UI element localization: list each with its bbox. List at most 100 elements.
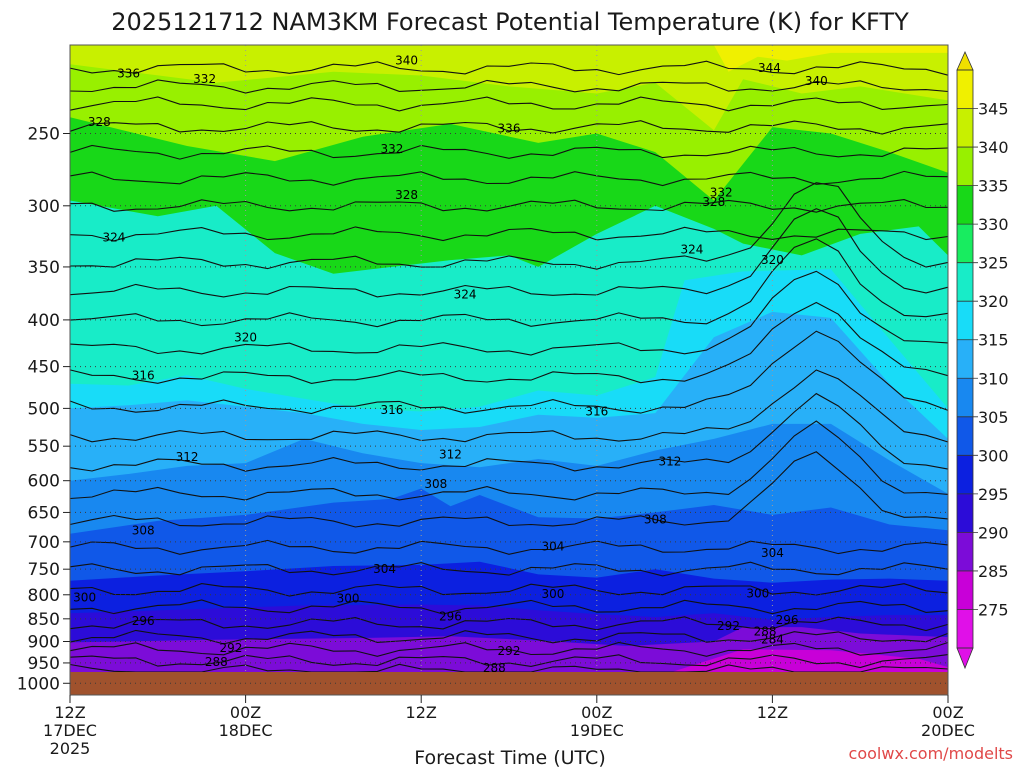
- isentrope-line: [69, 182, 949, 270]
- colorbar-frame: [956, 69, 974, 649]
- contour-label: 340: [395, 54, 418, 68]
- y-tick-label: 550: [28, 437, 60, 457]
- contour-label: 288: [483, 661, 506, 675]
- isentrope-line: [69, 96, 949, 112]
- colorbar-label: 275: [978, 600, 1009, 619]
- colorbar-label: 330: [978, 215, 1009, 234]
- contour-label: 288: [205, 655, 228, 669]
- contour-label: 308: [424, 477, 447, 491]
- contour-label: 284: [761, 632, 784, 646]
- isentrope-line: [69, 330, 949, 415]
- isentrope-line: [69, 199, 949, 213]
- y-tick-label: 950: [28, 654, 60, 674]
- contour-label: 332: [193, 72, 216, 86]
- contour-label: 332: [380, 142, 403, 156]
- contour-label: 324: [454, 287, 477, 301]
- y-tick-label: 400: [28, 311, 60, 331]
- colorbar-swatch: [957, 455, 973, 495]
- colorbar-swatch: [957, 416, 973, 456]
- contour-label: 296: [439, 609, 462, 623]
- plot-area: 336 3323403443403283323363323283283243243…: [69, 44, 949, 696]
- x-tick-label: 12Z: [757, 703, 788, 722]
- isentrope-line: [69, 420, 949, 501]
- colorbar-label: 305: [978, 408, 1009, 427]
- contour-label: 324: [680, 243, 703, 257]
- contour-label: 304: [541, 539, 564, 553]
- contour-label: 292: [717, 619, 740, 633]
- contour-label: 300: [746, 586, 769, 600]
- y-tick-label: 750: [28, 560, 60, 580]
- colorbar-bottom-arrow: [956, 647, 974, 670]
- colorbar-swatch: [957, 532, 973, 572]
- colorbar-label: 345: [978, 100, 1009, 119]
- isentrope-line: [69, 270, 949, 356]
- contour-label: 296: [776, 613, 799, 627]
- colorbar-swatch: [957, 70, 973, 110]
- colorbar-swatch: [957, 224, 973, 264]
- isentrope-line: [69, 208, 949, 298]
- colorbar-swatch: [957, 147, 973, 187]
- contour-label: 304: [761, 546, 784, 560]
- colorbar-swatch: [957, 493, 973, 533]
- contour-label: 292: [220, 641, 243, 655]
- colorbar-label: 315: [978, 331, 1009, 350]
- contour-label: 300: [73, 590, 96, 604]
- colorbar-label: 325: [978, 254, 1009, 273]
- isentrope-line: [69, 629, 949, 645]
- colorbar-swatch: [957, 378, 973, 418]
- x-tick-label: 00Z: [230, 703, 261, 722]
- isentrope-line: [69, 144, 949, 160]
- isentrope-line: [69, 654, 949, 669]
- x-tick-label: 18DEC: [219, 721, 273, 740]
- contour-labels: 336 3323403443403283323363323283283243243…: [73, 54, 828, 675]
- x-tick-label: 17DEC: [43, 721, 97, 740]
- credit-text: coolwx.com/modelts: [849, 744, 1013, 763]
- y-tick-label: 300: [28, 197, 60, 217]
- x-tick-label: 12Z: [406, 703, 437, 722]
- colorbar-label: 320: [978, 292, 1009, 311]
- y-tick-label: 700: [28, 533, 60, 553]
- y-tick-label: 250: [28, 124, 60, 144]
- isentrope-line: [69, 641, 949, 657]
- contour-label: 316: [585, 405, 608, 419]
- contour-label: 336: [117, 67, 140, 81]
- plot-frame: [69, 44, 949, 696]
- x-tick-label: 2025: [50, 739, 91, 758]
- contour-label: 300: [541, 587, 564, 601]
- pressure-axis: 2503003504004505005506006507007508008509…: [17, 124, 70, 694]
- colorbar-swatch: [957, 301, 973, 341]
- y-tick-label: 600: [28, 472, 60, 492]
- colorbar-swatch: [957, 339, 973, 379]
- contour-label: 296: [132, 614, 155, 628]
- colorbar-top-arrow: [956, 51, 974, 71]
- contour-label: 316: [132, 368, 155, 382]
- isentrope-line: [69, 369, 949, 443]
- contour-label: 324: [102, 231, 125, 245]
- contour-label: 312: [176, 450, 199, 464]
- isentrope-line: [69, 561, 949, 577]
- colorbar: 345 340 335 330 325 320 315 310 305 300 295 290 285 2…: [956, 51, 1009, 670]
- colorbar-swatch: [957, 185, 973, 225]
- temperature-band: [70, 45, 948, 72]
- isentrope-line: [69, 616, 949, 632]
- colorbar-swatch: [957, 609, 973, 649]
- ground-fill: [70, 672, 948, 695]
- colorbar-swatch: [957, 570, 973, 610]
- contour-label: 312: [439, 448, 462, 462]
- y-tick-label: 850: [28, 610, 60, 630]
- y-tick-label: 900: [28, 632, 60, 652]
- contour-label: 328: [88, 115, 111, 129]
- colorbar-label: 335: [978, 177, 1009, 196]
- contour-label: 320: [761, 253, 784, 267]
- isentrope-line: [69, 599, 949, 615]
- isentrope-line: [69, 170, 949, 187]
- contour-label: 328: [395, 188, 418, 202]
- y-tick-label: 350: [28, 258, 60, 278]
- contour-label: 336: [498, 122, 521, 136]
- y-tick-label: 500: [28, 399, 60, 419]
- x-tick-label: 00Z: [932, 703, 963, 722]
- isentrope-line: [69, 539, 949, 555]
- contour-label: 308: [132, 523, 155, 537]
- isentrope-line: [69, 301, 949, 384]
